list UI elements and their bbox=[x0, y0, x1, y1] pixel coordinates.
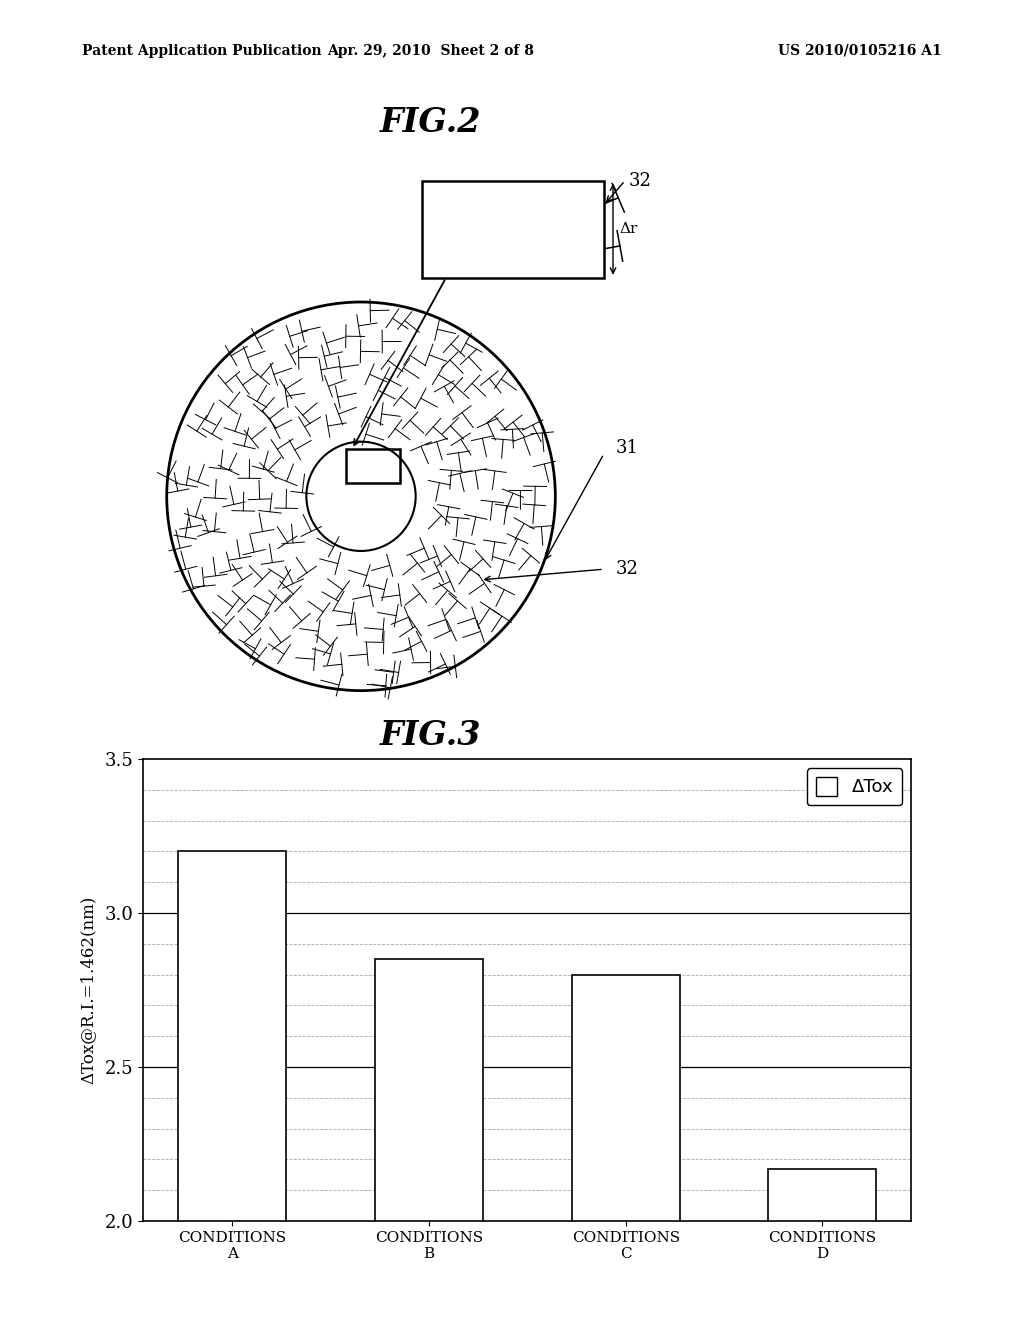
Circle shape bbox=[306, 442, 416, 550]
Bar bbox=[768, 1168, 877, 1221]
Y-axis label: ΔTox@R.I.=1.462(nm): ΔTox@R.I.=1.462(nm) bbox=[80, 896, 96, 1084]
Text: FIG.2: FIG.2 bbox=[379, 106, 481, 139]
Text: FIG.3: FIG.3 bbox=[379, 719, 481, 752]
Text: Apr. 29, 2010  Sheet 2 of 8: Apr. 29, 2010 Sheet 2 of 8 bbox=[327, 44, 534, 58]
Text: Δr: Δr bbox=[620, 222, 638, 236]
Text: 32: 32 bbox=[628, 172, 651, 190]
Legend: ΔTox: ΔTox bbox=[807, 768, 902, 805]
Bar bbox=[375, 960, 483, 1221]
Text: US 2010/0105216 A1: US 2010/0105216 A1 bbox=[778, 44, 942, 58]
Text: 32: 32 bbox=[616, 560, 639, 578]
Bar bbox=[178, 851, 287, 1221]
Text: 31: 31 bbox=[616, 438, 639, 457]
Bar bbox=[571, 974, 680, 1221]
Bar bbox=[346, 449, 400, 483]
Text: Patent Application Publication: Patent Application Publication bbox=[82, 44, 322, 58]
Bar bbox=[422, 181, 604, 277]
Circle shape bbox=[167, 302, 555, 690]
